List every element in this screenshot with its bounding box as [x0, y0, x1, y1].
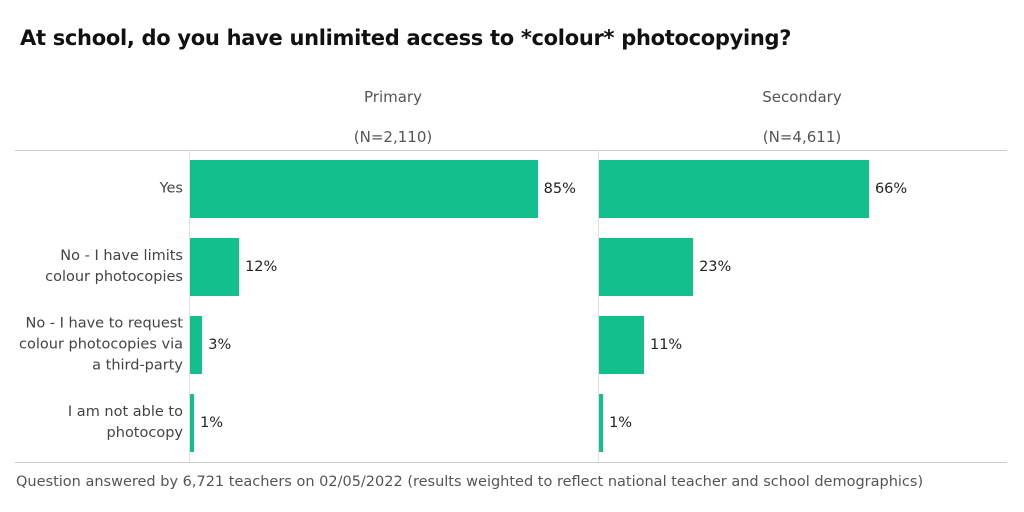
bar — [599, 316, 644, 374]
bar — [190, 160, 538, 218]
value-label: 11% — [649, 337, 683, 353]
value-label: 1% — [200, 415, 224, 431]
value-label: 66% — [874, 181, 908, 197]
bar — [599, 160, 869, 218]
value-label: 12% — [245, 259, 278, 275]
bar — [599, 394, 604, 452]
bottom-rule — [15, 462, 1007, 463]
bar — [599, 238, 694, 296]
top-rule — [15, 150, 1007, 151]
bar — [190, 394, 195, 452]
bar — [190, 316, 203, 374]
value-label: 3% — [208, 337, 232, 353]
category-label: I am not able to photocopy — [67, 404, 183, 441]
category-label: Yes — [159, 180, 183, 197]
value-label: 85% — [543, 181, 576, 197]
footnote: Question answered by 6,721 teachers on 0… — [16, 474, 924, 490]
panel-divider — [189, 150, 190, 462]
panel-sample: (N=4,611) — [762, 128, 842, 146]
panel-title: Secondary — [762, 88, 842, 106]
panel-sample: (N=2,110) — [353, 128, 433, 146]
bar — [190, 238, 240, 296]
chart-title: At school, do you have unlimited access … — [20, 26, 792, 50]
panel-divider — [598, 150, 599, 462]
category-label: No - I have to request colour photocopie… — [19, 315, 183, 374]
category-label: No - I have limits colour photocopies — [45, 248, 183, 285]
value-label: 1% — [609, 415, 633, 431]
panel-title: Primary — [364, 88, 422, 106]
value-label: 23% — [699, 259, 732, 275]
